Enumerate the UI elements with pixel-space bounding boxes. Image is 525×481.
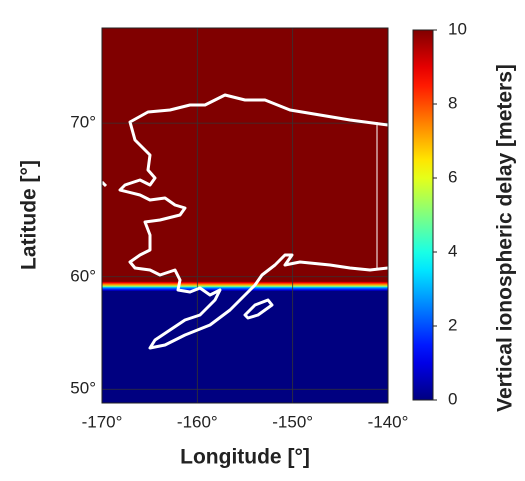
heat-band xyxy=(102,286,388,289)
colorbar-tick-label: 0 xyxy=(448,389,457,408)
x-tick-label: -140° xyxy=(368,412,409,431)
x-axis-label: Longitude [°] xyxy=(180,446,310,469)
heat-band xyxy=(102,289,388,292)
colorbar-tick-label: 10 xyxy=(448,19,467,38)
x-tick-label: -160° xyxy=(177,412,218,431)
colorbar-tick-label: 6 xyxy=(448,167,457,186)
heat-band xyxy=(102,28,388,283)
heat-band xyxy=(102,284,388,287)
coast-fragment xyxy=(102,180,108,188)
x-tick-label: -150° xyxy=(272,412,313,431)
coastline xyxy=(102,93,388,350)
colorbar-tick-label: 8 xyxy=(448,93,457,112)
plot-frame xyxy=(101,27,389,404)
colorbar-label: Vertical ionospheric delay [meters] xyxy=(494,64,517,412)
map-field xyxy=(102,28,388,403)
colorbar xyxy=(412,29,434,401)
y-tick-label: 70° xyxy=(70,113,96,132)
y-tick-label: 60° xyxy=(70,266,96,285)
heat-band xyxy=(102,285,388,288)
x-tick-label: -170° xyxy=(82,412,123,431)
heat-band xyxy=(102,290,388,403)
heat-band xyxy=(102,283,388,285)
colorbar-tick-label: 2 xyxy=(448,315,457,334)
kodiak-island xyxy=(243,298,274,320)
alaska-coast xyxy=(118,93,388,350)
colorbar-tick-label: 4 xyxy=(448,241,457,260)
heat-band xyxy=(102,288,388,290)
y-tick-label: 50° xyxy=(70,379,96,398)
heat-band xyxy=(102,281,388,284)
y-axis-label: Latitude [°] xyxy=(18,160,41,270)
